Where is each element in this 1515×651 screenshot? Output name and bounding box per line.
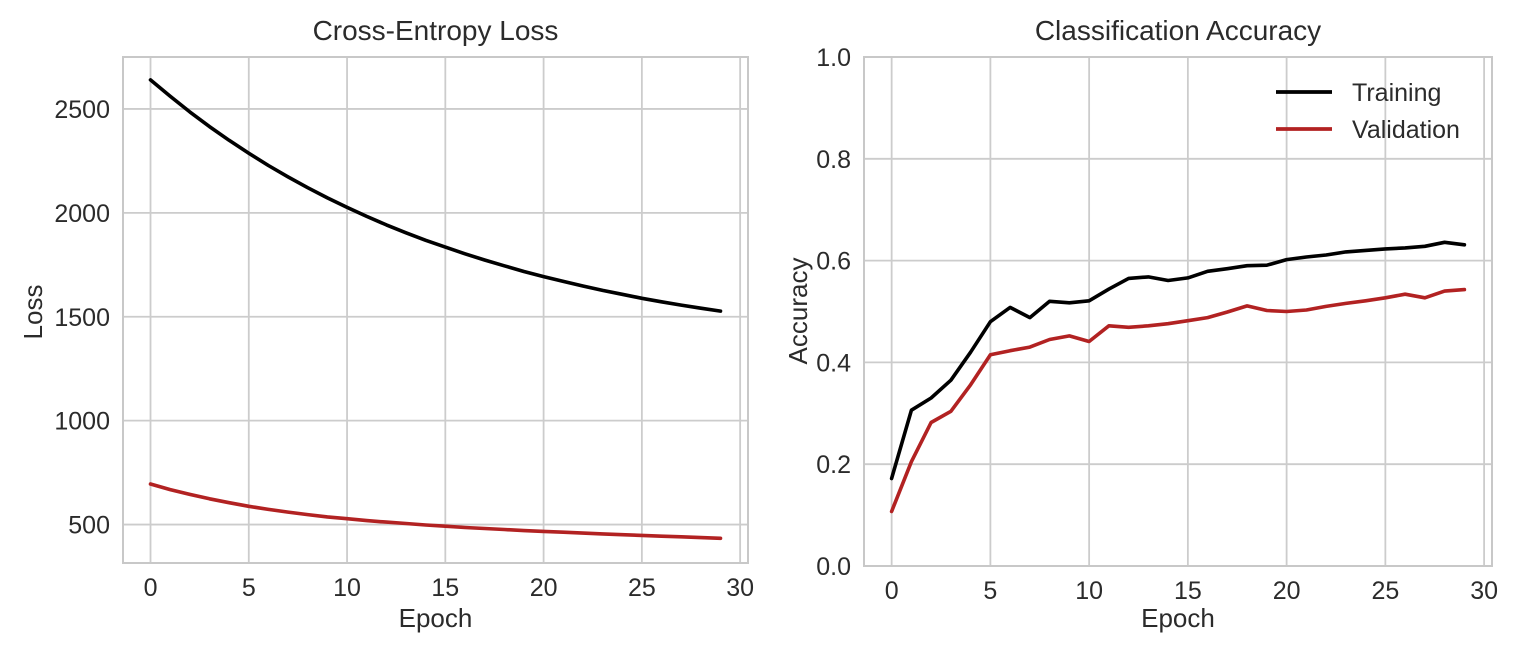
plot-border (122, 56, 749, 564)
accuracy-x-axis-label: Epoch (1141, 603, 1215, 633)
x-tick-label: 15 (1174, 577, 1202, 605)
y-tick-label: 500 (68, 512, 110, 540)
y-tick-label: 1000 (54, 408, 110, 436)
loss-y-axis-label: Loss (18, 285, 48, 340)
y-tick-label: 0.6 (816, 248, 851, 276)
accuracy-chart-title: Classification Accuracy (1035, 15, 1321, 46)
legend-validation-label: Validation (1352, 116, 1460, 144)
x-tick-label: 0 (885, 577, 899, 605)
y-tick-label: 0.2 (816, 451, 851, 479)
x-tick-label: 20 (530, 574, 558, 602)
loss-chart: 0 5 10 15 20 25 30 500 1000 1500 2000 2500 Cross-En… (18, 15, 754, 633)
y-tick-label: 2500 (54, 96, 110, 124)
validation-series-line (148, 482, 723, 541)
y-tick-label: 1500 (54, 304, 110, 332)
x-tick-label: 10 (333, 574, 361, 602)
x-tick-label: 5 (983, 577, 997, 605)
y-tick-label: 0.4 (816, 349, 851, 377)
x-tick-label: 10 (1075, 577, 1103, 605)
y-tick-label: 0.8 (816, 146, 851, 174)
x-tick-label: 25 (1371, 577, 1399, 605)
y-tick-label: 2000 (54, 200, 110, 228)
legend-training-label: Training (1352, 79, 1441, 107)
plot-border (863, 56, 1493, 567)
training-series-line (148, 78, 723, 313)
x-tick-label: 5 (242, 574, 256, 602)
validation-series-line (889, 287, 1467, 514)
legend: Training Validation (1276, 79, 1460, 144)
y-tick-label: 1.0 (816, 44, 851, 72)
x-tick-label: 0 (144, 574, 158, 602)
loss-plot-area: 0 5 10 15 20 25 30 500 1000 1500 2000 2500 (54, 56, 754, 602)
accuracy-chart: 0 5 10 15 20 25 30 0.0 0.2 0.4 0.6 0.8 1.0 Classific… (783, 15, 1498, 633)
loss-x-axis-label: Epoch (399, 603, 473, 633)
loss-chart-title: Cross-Entropy Loss (313, 15, 559, 46)
x-tick-label: 25 (628, 574, 656, 602)
training-series-line (889, 240, 1467, 481)
x-tick-label: 15 (431, 574, 459, 602)
accuracy-y-axis-label: Accuracy (783, 258, 813, 365)
accuracy-plot-area: 0 5 10 15 20 25 30 0.0 0.2 0.4 0.6 0.8 1.0 (816, 44, 1498, 605)
x-tick-label: 30 (1470, 577, 1498, 605)
x-tick-label: 30 (726, 574, 754, 602)
x-tick-label: 20 (1273, 577, 1301, 605)
y-tick-label: 0.0 (816, 553, 851, 581)
